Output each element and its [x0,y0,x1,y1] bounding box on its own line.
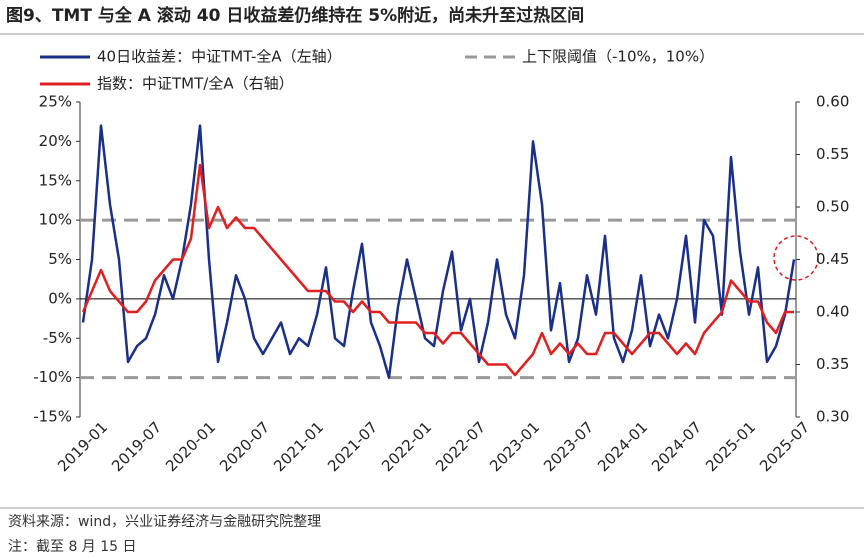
x-tick-label: 2021-07 [324,418,381,475]
y-tick-label: 5% [48,250,72,268]
x-tick-label: 2022-01 [378,418,435,475]
x-tick-label: 2024-07 [648,418,705,475]
x-tick-label: 2020-07 [216,418,273,475]
y2-tick-label: 0.60 [816,93,849,111]
y-tick-label: -15% [33,408,72,426]
x-tick-label: 2019-01 [54,418,111,475]
series-line [81,163,794,377]
x-tick-label: 2021-01 [270,418,327,475]
y2-tick-label: 0.40 [816,303,849,321]
y2-tick-label: 0.30 [816,408,849,426]
legend-label: 40日收益差：中证TMT-全A（左轴） [97,48,342,66]
x-tick-label: 2024-01 [594,418,651,475]
legend-label: 上下限阈值（-10%，10%） [522,48,714,66]
note: 注：截至 8 月 15 日 [8,539,137,555]
source: 资料来源：wind，兴业证券经济与金融研究院整理 [8,514,321,530]
y-tick-label: -5% [43,329,72,347]
chart-title: 图9、TMT 与全 A 滚动 40 日收益差仍维持在 5%附近，尚未升至过热区间 [6,5,584,26]
x-tick-label: 2025-01 [702,418,759,475]
y-tick-label: 20% [39,132,72,150]
x-tick-label: 2019-07 [108,418,165,475]
y-tick-label: -10% [33,368,72,386]
y2-tick-label: 0.45 [816,250,849,268]
x-tick-label: 2023-07 [540,418,597,475]
x-tick-label: 2022-07 [432,418,489,475]
legend-label: 指数：中证TMT/全A（右轴） [97,75,294,93]
highlight-circle [773,235,819,281]
y-tick-label: 10% [39,211,72,229]
y2-tick-label: 0.35 [816,355,849,373]
y2-tick-label: 0.50 [816,198,849,216]
series-line [81,124,796,379]
y2-tick-label: 0.55 [816,145,849,163]
x-tick-label: 2020-01 [162,418,219,475]
y-tick-label: 25% [39,93,72,111]
y-tick-label: 0% [48,289,72,307]
x-tick-label: 2025-07 [756,418,813,475]
y-tick-label: 15% [39,171,72,189]
x-tick-label: 2023-01 [486,418,543,475]
